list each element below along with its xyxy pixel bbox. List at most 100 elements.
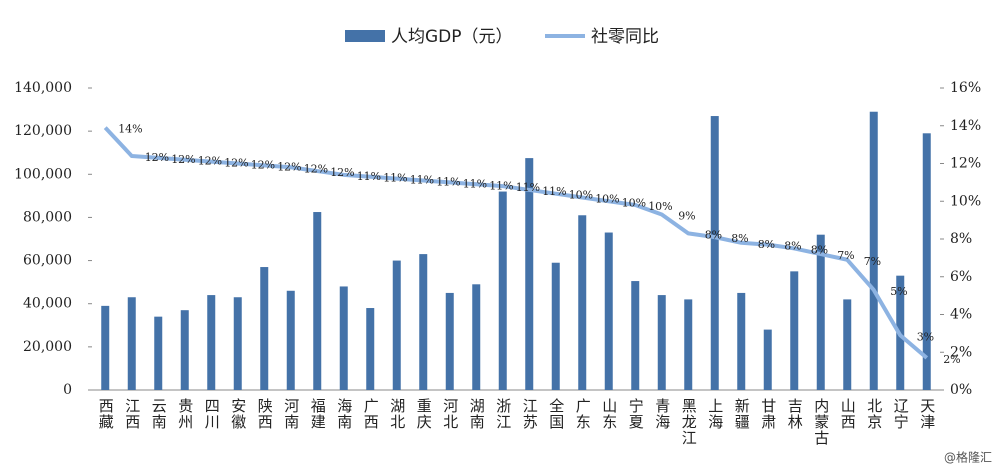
data-label: 12% bbox=[304, 162, 328, 175]
y-tick-label: 120,000 bbox=[14, 123, 72, 139]
data-label: 9% bbox=[678, 209, 695, 222]
x-tick-label: 辽宁 bbox=[892, 398, 910, 430]
data-label: 10% bbox=[622, 196, 646, 209]
bar bbox=[101, 305, 110, 390]
data-label: 11% bbox=[436, 175, 460, 188]
x-tick-label: 宁夏 bbox=[627, 398, 645, 430]
x-tick-label: 天津 bbox=[918, 398, 936, 430]
bar bbox=[816, 234, 825, 390]
x-tick-label: 海南 bbox=[335, 398, 353, 430]
x-tick-label: 四川 bbox=[203, 398, 221, 430]
bar bbox=[657, 295, 666, 390]
legend-label: 人均GDP（元） bbox=[391, 27, 513, 47]
data-label: 8% bbox=[784, 240, 801, 253]
bar bbox=[127, 297, 136, 390]
x-tick-label: 湖南 bbox=[468, 398, 486, 430]
data-label: 10% bbox=[648, 200, 672, 213]
x-tick-label: 湖北 bbox=[388, 398, 406, 430]
y-tick-label: 40,000 bbox=[23, 296, 72, 312]
bar bbox=[710, 116, 719, 391]
x-tick-label: 甘肃 bbox=[759, 398, 777, 430]
line bbox=[103, 126, 929, 360]
bar bbox=[604, 232, 613, 390]
y2-tick-label: 2% bbox=[950, 344, 972, 360]
data-label: 12% bbox=[277, 160, 301, 173]
data-label: 2% bbox=[943, 353, 960, 366]
legend-label: 社零同比 bbox=[591, 27, 659, 47]
bar bbox=[313, 212, 322, 390]
bar bbox=[472, 284, 481, 390]
bar bbox=[684, 299, 693, 390]
y2-tick-label: 8% bbox=[950, 231, 972, 247]
x-tick-label: 江苏 bbox=[521, 398, 539, 430]
data-label: 8% bbox=[811, 243, 828, 256]
bar bbox=[631, 281, 640, 390]
x-tick-label: 北京 bbox=[865, 398, 883, 430]
x-tick-label: 上海 bbox=[706, 398, 724, 430]
bar bbox=[339, 286, 348, 390]
data-label: 11% bbox=[383, 172, 407, 185]
x-tick-label: 新疆 bbox=[733, 398, 751, 430]
y2-tick-label: 4% bbox=[950, 307, 972, 323]
data-label: 5% bbox=[890, 285, 907, 298]
bar bbox=[737, 292, 746, 390]
x-tick-label: 福建 bbox=[309, 398, 327, 430]
data-label: 14% bbox=[118, 123, 142, 136]
x-tick-label: 贵州 bbox=[176, 398, 194, 430]
bar bbox=[233, 297, 242, 390]
x-tick-label: 江西 bbox=[123, 398, 141, 430]
y-tick-label: 100,000 bbox=[14, 166, 72, 182]
y-tick-label: 80,000 bbox=[23, 209, 72, 225]
x-tick-label: 山东 bbox=[600, 398, 618, 430]
bar bbox=[207, 295, 216, 390]
bar bbox=[843, 299, 852, 390]
bar bbox=[578, 215, 587, 390]
x-tick-label: 内蒙古 bbox=[812, 398, 830, 446]
data-label: 12% bbox=[330, 166, 354, 179]
bar bbox=[286, 290, 295, 390]
x-tick-label: 陕西 bbox=[256, 398, 274, 430]
y2-tick-label: 12% bbox=[950, 156, 981, 172]
data-label: 8% bbox=[758, 238, 775, 251]
x-tick-label: 青海 bbox=[653, 398, 671, 430]
bar bbox=[763, 329, 772, 390]
bar bbox=[922, 133, 931, 391]
y2-tick-label: 14% bbox=[950, 118, 981, 134]
watermark: @格隆汇 bbox=[944, 450, 992, 465]
y2-tick-label: 10% bbox=[950, 193, 981, 209]
bar bbox=[790, 271, 799, 390]
y-tick-label: 60,000 bbox=[23, 253, 72, 269]
x-tick-label: 山西 bbox=[839, 398, 857, 430]
y2-tick-label: 0% bbox=[950, 382, 972, 398]
x-tick-label: 西藏 bbox=[97, 398, 115, 430]
y2-tick-label: 16% bbox=[950, 80, 981, 96]
legend-swatch bbox=[345, 30, 385, 42]
data-label: 10% bbox=[595, 192, 619, 205]
data-label: 12% bbox=[145, 151, 169, 164]
bar bbox=[869, 111, 878, 390]
bar bbox=[419, 254, 428, 390]
data-label: 8% bbox=[731, 232, 748, 245]
data-label: 3% bbox=[917, 330, 934, 343]
data-label: 8% bbox=[705, 228, 722, 241]
data-label: 12% bbox=[224, 157, 248, 170]
y-tick-label: 20,000 bbox=[23, 339, 72, 355]
bar bbox=[498, 191, 507, 390]
bar bbox=[366, 308, 375, 390]
data-label: 12% bbox=[171, 153, 195, 166]
data-label: 11% bbox=[410, 174, 434, 187]
bar bbox=[392, 260, 401, 390]
bar bbox=[180, 310, 189, 390]
bar bbox=[445, 292, 454, 390]
data-label: 11% bbox=[463, 177, 487, 190]
x-tick-label: 吉林 bbox=[786, 398, 804, 430]
bar bbox=[154, 316, 163, 390]
y-tick-label: 140,000 bbox=[14, 80, 72, 96]
data-label: 11% bbox=[516, 181, 540, 194]
y-tick-label: 0 bbox=[63, 382, 72, 398]
bar bbox=[551, 262, 560, 390]
data-label: 11% bbox=[357, 170, 381, 183]
data-label: 11% bbox=[542, 185, 566, 198]
y2-tick-label: 6% bbox=[950, 269, 972, 285]
